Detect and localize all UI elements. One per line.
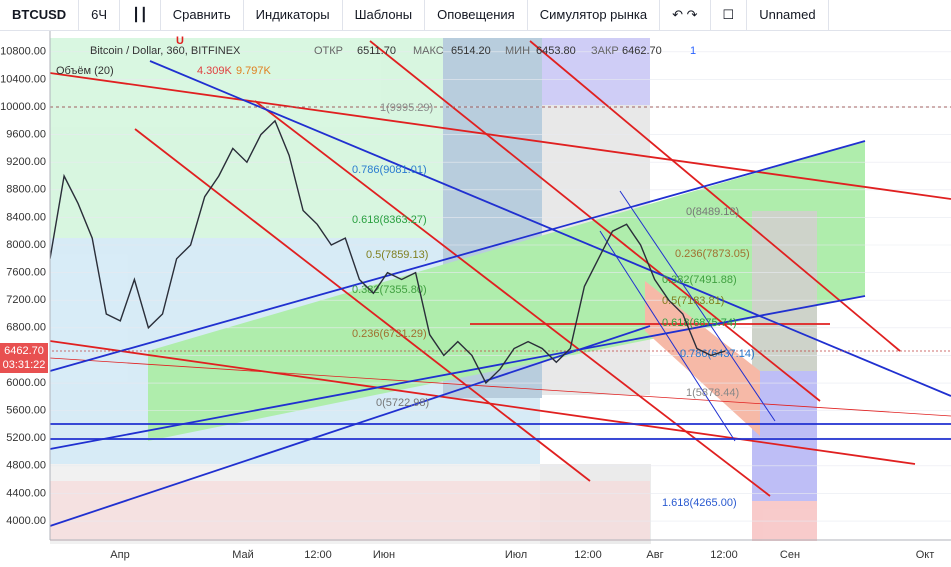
price-series bbox=[49, 119, 726, 385]
x-tick-label: Июл bbox=[505, 549, 527, 561]
y-tick-label: 5600.00 bbox=[6, 405, 46, 417]
legend: Bitcoin / Dollar, 360, BITFINEX ОТКР 651… bbox=[56, 35, 696, 77]
zone bbox=[752, 371, 817, 501]
zone bbox=[50, 464, 540, 544]
fib-label: 0.236(6731.29) bbox=[352, 328, 427, 340]
tool[interactable]: Индикаторы bbox=[244, 0, 343, 30]
zone bbox=[542, 38, 650, 105]
trendline bbox=[619, 190, 776, 422]
volume-value: 4.309K bbox=[197, 65, 233, 77]
y-tick-label: 5200.00 bbox=[6, 432, 46, 444]
zones bbox=[50, 38, 865, 544]
trendlines bbox=[0, 40, 951, 527]
marker: U bbox=[176, 35, 184, 47]
legend-title: Bitcoin / Dollar, 360, BITFINEX bbox=[90, 45, 241, 57]
chart: 1(9995.29) 0.786(9081.01) 0.618(8363.27) 0.… bbox=[0, 31, 951, 561]
x-tick-label: 12:00 bbox=[710, 549, 738, 561]
layout-name[interactable]: Unnamed bbox=[747, 0, 829, 30]
fib-label: 0.382(7355.80) bbox=[352, 284, 427, 296]
volume-value: 9.797K bbox=[236, 65, 272, 77]
x-tick-label: Апр bbox=[110, 549, 129, 561]
trendline bbox=[254, 100, 771, 497]
volume-title: Объём (20) bbox=[56, 65, 114, 77]
fib-label: 1.618(4265.00) bbox=[662, 497, 737, 509]
legend-label: МИН bbox=[505, 45, 530, 57]
x-tick-label: Сен bbox=[780, 549, 800, 561]
trendline bbox=[49, 325, 651, 527]
legend-label: ОТКР bbox=[314, 45, 343, 57]
x-tick-label: Авг bbox=[646, 549, 663, 561]
trendline bbox=[49, 357, 951, 417]
y-tick-label: 6000.00 bbox=[6, 377, 46, 389]
price-tag bbox=[0, 343, 48, 373]
fib-label: 0.5(7859.13) bbox=[366, 249, 428, 261]
zone bbox=[540, 464, 651, 544]
trendline bbox=[149, 60, 951, 397]
price-tag-countdown: 03:31:22 bbox=[3, 359, 46, 371]
x-axis: Апр Май 12:00 Июн Июл 12:00 Авг 12:00 Сен Окт bbox=[110, 549, 934, 561]
legend-value: 6514.20 bbox=[451, 45, 491, 57]
x-tick-label: 12:00 bbox=[304, 549, 332, 561]
legend-value: 6511.70 bbox=[357, 45, 396, 57]
y-tick-label: 10400.00 bbox=[0, 73, 46, 85]
checkbox[interactable]: ☐ bbox=[711, 0, 748, 30]
zone bbox=[752, 211, 817, 371]
trendline bbox=[49, 340, 916, 465]
y-tick-label: 10800.00 bbox=[0, 46, 46, 58]
y-tick-label: 7600.00 bbox=[6, 267, 46, 279]
tool[interactable]: Симулятор рынка bbox=[528, 0, 661, 30]
interval[interactable]: 6Ч bbox=[79, 0, 121, 30]
trendline bbox=[599, 230, 736, 442]
y-tick-label: 4800.00 bbox=[6, 460, 46, 472]
y-tick-label: 8400.00 bbox=[6, 211, 46, 223]
symbol[interactable]: BTCUSD bbox=[0, 0, 80, 30]
x-tick-label: 12:00 bbox=[574, 549, 602, 561]
toolbar: BTCUSD 6Ч ┃┃ Сравнить Индикаторы Шаблоны… bbox=[0, 0, 951, 31]
trendline bbox=[49, 140, 866, 372]
y-tick-label: 9600.00 bbox=[6, 129, 46, 141]
x-tick-label: Июн bbox=[373, 549, 395, 561]
y-tick-label: 8800.00 bbox=[6, 184, 46, 196]
legend-value: 6453.80 bbox=[536, 45, 576, 57]
y-tick-label: 6800.00 bbox=[6, 322, 46, 334]
x-tick-label: Май bbox=[232, 549, 254, 561]
legend-label: МАКС bbox=[413, 45, 444, 57]
fib-label: 0.382(7491.88) bbox=[662, 274, 737, 286]
trendline bbox=[529, 40, 901, 352]
grid bbox=[50, 51, 951, 522]
y-tick-label: 8000.00 bbox=[6, 239, 46, 251]
tool[interactable]: Оповещения bbox=[425, 0, 528, 30]
legend-label: ЗАКР bbox=[591, 45, 619, 57]
fib-label: 0.5(7183.81) bbox=[662, 295, 724, 307]
y-tick-label: 4400.00 bbox=[6, 487, 46, 499]
fib-label: 1(9995.29) bbox=[380, 102, 433, 114]
y-tick-label: 7200.00 bbox=[6, 294, 46, 306]
fib-label: 1(5878.44) bbox=[686, 387, 739, 399]
fib-label: 0.618(8363.27) bbox=[352, 214, 427, 226]
price-tag-price: 6462.70 bbox=[4, 345, 44, 357]
volume bbox=[50, 481, 650, 541]
x-tick-label: Окт bbox=[916, 549, 935, 561]
tool[interactable]: Шаблоны bbox=[343, 0, 426, 30]
y-tick-label: 10000.00 bbox=[0, 101, 46, 113]
fib-label: 0.786(9081.01) bbox=[352, 164, 427, 176]
fib-label: 0(5722.98) bbox=[376, 397, 429, 409]
price-axis bbox=[0, 31, 50, 540]
alerts-count[interactable]: 1 bbox=[690, 45, 696, 57]
undo[interactable]: ↶ ↷ bbox=[660, 0, 711, 30]
y-tick-label: 4000.00 bbox=[6, 515, 46, 527]
fib-label: 0.236(7873.05) bbox=[675, 248, 750, 260]
chart-style[interactable]: ┃┃ bbox=[120, 0, 161, 30]
channel bbox=[148, 141, 865, 441]
trendline bbox=[369, 40, 821, 402]
legend-value: 6462.70 bbox=[622, 45, 662, 57]
trendline bbox=[49, 72, 951, 200]
y-tick-label: 9200.00 bbox=[6, 156, 46, 168]
price-line bbox=[49, 119, 726, 385]
zone bbox=[645, 281, 760, 436]
fib-label: 0(8489.18) bbox=[686, 206, 739, 218]
tool[interactable]: Сравнить bbox=[161, 0, 244, 30]
fib-label: 0.618(6875.74) bbox=[662, 317, 737, 329]
